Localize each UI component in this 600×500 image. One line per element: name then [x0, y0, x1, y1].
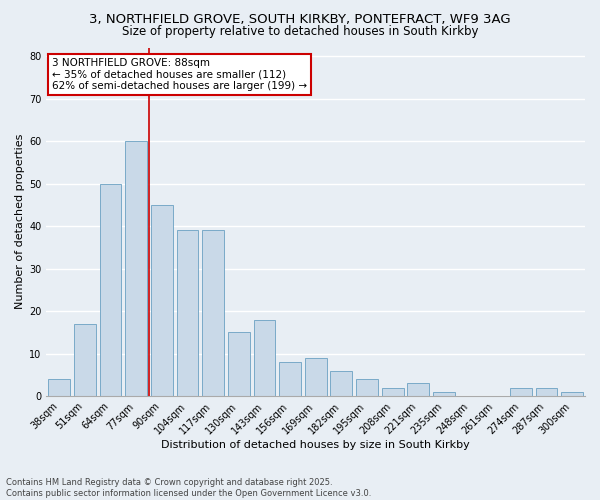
Bar — [382, 388, 404, 396]
Bar — [151, 205, 173, 396]
Bar — [356, 379, 378, 396]
X-axis label: Distribution of detached houses by size in South Kirkby: Distribution of detached houses by size … — [161, 440, 470, 450]
Bar — [561, 392, 583, 396]
Bar — [74, 324, 96, 396]
Bar — [49, 379, 70, 396]
Text: Size of property relative to detached houses in South Kirkby: Size of property relative to detached ho… — [122, 25, 478, 38]
Bar — [254, 320, 275, 396]
Bar — [305, 358, 326, 396]
Bar — [331, 370, 352, 396]
Text: 3, NORTHFIELD GROVE, SOUTH KIRKBY, PONTEFRACT, WF9 3AG: 3, NORTHFIELD GROVE, SOUTH KIRKBY, PONTE… — [89, 12, 511, 26]
Bar — [279, 362, 301, 396]
Y-axis label: Number of detached properties: Number of detached properties — [15, 134, 25, 310]
Bar — [100, 184, 121, 396]
Bar — [176, 230, 199, 396]
Text: 3 NORTHFIELD GROVE: 88sqm
← 35% of detached houses are smaller (112)
62% of semi: 3 NORTHFIELD GROVE: 88sqm ← 35% of detac… — [52, 58, 307, 91]
Bar — [125, 141, 147, 396]
Bar — [407, 384, 429, 396]
Bar — [202, 230, 224, 396]
Bar — [433, 392, 455, 396]
Bar — [536, 388, 557, 396]
Text: Contains HM Land Registry data © Crown copyright and database right 2025.
Contai: Contains HM Land Registry data © Crown c… — [6, 478, 371, 498]
Bar — [228, 332, 250, 396]
Bar — [510, 388, 532, 396]
